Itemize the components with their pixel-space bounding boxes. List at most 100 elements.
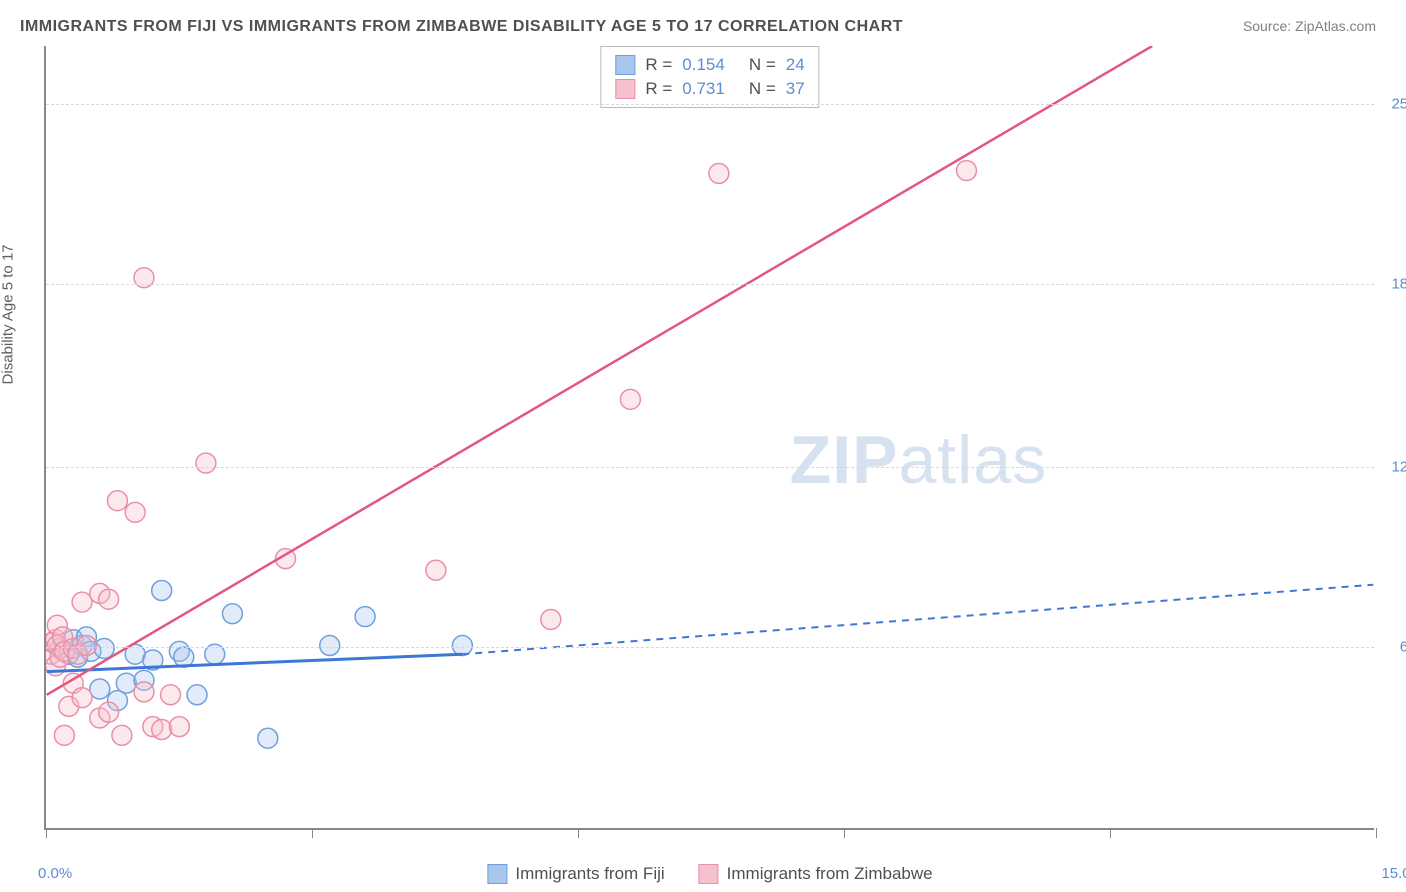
scatter-point xyxy=(63,673,83,693)
x-tick-label: 15.0% xyxy=(1381,865,1406,882)
scatter-point xyxy=(72,636,92,656)
x-tick xyxy=(844,828,845,838)
watermark-rest: atlas xyxy=(898,422,1047,498)
stats-row: R = 0.154 N = 24 xyxy=(615,53,804,77)
gridline-h xyxy=(46,647,1374,648)
scatter-point xyxy=(174,647,194,667)
x-tick xyxy=(312,828,313,838)
scatter-point xyxy=(143,717,163,737)
regression-line xyxy=(47,654,463,671)
legend-swatch xyxy=(699,864,719,884)
scatter-point xyxy=(81,641,101,661)
chart-title: IMMIGRANTS FROM FIJI VS IMMIGRANTS FROM … xyxy=(20,18,903,36)
scatter-point xyxy=(169,717,189,737)
gridline-h xyxy=(46,284,1374,285)
x-tick xyxy=(578,828,579,838)
regression-line xyxy=(47,46,1153,695)
legend-label: Immigrants from Zimbabwe xyxy=(727,864,933,884)
scatter-point xyxy=(72,688,92,708)
scatter-point xyxy=(72,592,92,612)
stats-n-label: N = xyxy=(749,79,776,99)
scatter-point xyxy=(125,502,145,522)
scatter-point xyxy=(90,583,110,603)
watermark: ZIPatlas xyxy=(790,421,1047,499)
legend-item: Immigrants from Zimbabwe xyxy=(699,864,933,884)
stats-r-value: 0.731 xyxy=(682,79,725,99)
scatter-point xyxy=(46,656,66,676)
scatter-point xyxy=(94,638,114,658)
stats-legend-box: R = 0.154 N = 24 R = 0.731 N = 37 xyxy=(600,46,819,108)
gridline-h xyxy=(46,467,1374,468)
scatter-point xyxy=(112,725,132,745)
scatter-point xyxy=(46,633,63,653)
y-tick-label: 6.3% xyxy=(1400,639,1406,656)
scatter-point xyxy=(276,549,296,569)
legend-item: Immigrants from Fiji xyxy=(487,864,664,884)
stats-n-label: N = xyxy=(749,55,776,75)
scatter-point xyxy=(59,696,79,716)
stats-n-value: 24 xyxy=(786,55,805,75)
scatter-point xyxy=(709,163,729,183)
legend-label: Immigrants from Fiji xyxy=(515,864,664,884)
scatter-point xyxy=(320,636,340,656)
scatter-point xyxy=(107,491,127,511)
scatter-point xyxy=(99,589,119,609)
scatter-point xyxy=(452,636,472,656)
y-tick-label: 12.5% xyxy=(1391,459,1406,476)
scatter-point xyxy=(53,627,73,647)
watermark-bold: ZIP xyxy=(790,422,899,498)
source-attribution: Source: ZipAtlas.com xyxy=(1243,18,1376,34)
gridline-h xyxy=(46,104,1374,105)
scatter-point xyxy=(541,609,561,629)
stats-n-value: 37 xyxy=(786,79,805,99)
scatter-point xyxy=(54,725,74,745)
scatter-point xyxy=(258,728,278,748)
scatter-point xyxy=(426,560,446,580)
scatter-point xyxy=(152,720,172,740)
scatter-point xyxy=(187,685,207,705)
scatter-point xyxy=(47,636,67,656)
scatter-point xyxy=(355,607,375,627)
x-tick-label: 0.0% xyxy=(38,865,72,882)
x-tick xyxy=(46,828,47,838)
scatter-point xyxy=(161,685,181,705)
stats-r-label: R = xyxy=(645,79,672,99)
scatter-point xyxy=(90,708,110,728)
y-tick-label: 25.0% xyxy=(1391,96,1406,113)
x-tick xyxy=(1110,828,1111,838)
scatter-point xyxy=(134,670,154,690)
legend-swatch xyxy=(487,864,507,884)
y-axis-label: Disability Age 5 to 17 xyxy=(0,244,17,384)
scatter-point xyxy=(68,647,88,667)
scatter-point xyxy=(77,627,97,647)
scatter-point xyxy=(116,673,136,693)
chart-svg xyxy=(46,46,1374,828)
scatter-point xyxy=(50,638,70,658)
scatter-point xyxy=(63,638,83,658)
legend-swatch xyxy=(615,79,635,99)
scatter-point xyxy=(222,604,242,624)
y-tick-label: 18.8% xyxy=(1391,276,1406,293)
stats-r-value: 0.154 xyxy=(682,55,725,75)
scatter-point xyxy=(143,650,163,670)
legend-swatch xyxy=(615,55,635,75)
scatter-point xyxy=(54,641,74,661)
scatter-point xyxy=(196,453,216,473)
bottom-legend: Immigrants from Fiji Immigrants from Zimb… xyxy=(487,864,932,884)
scatter-point xyxy=(77,636,97,656)
scatter-point xyxy=(107,691,127,711)
scatter-point xyxy=(99,702,119,722)
stats-r-label: R = xyxy=(645,55,672,75)
scatter-point xyxy=(134,682,154,702)
plot-area: ZIPatlas R = 0.154N = 24R = 0.731N = 37 … xyxy=(44,46,1374,830)
regression-line-extrapolated xyxy=(462,585,1373,655)
scatter-point xyxy=(620,389,640,409)
scatter-point xyxy=(47,615,67,635)
x-tick xyxy=(1376,828,1377,838)
scatter-point xyxy=(50,647,70,667)
stats-row: R = 0.731 N = 37 xyxy=(615,77,804,101)
scatter-point xyxy=(152,581,172,601)
scatter-point xyxy=(957,161,977,181)
scatter-point xyxy=(169,641,189,661)
scatter-point xyxy=(90,679,110,699)
